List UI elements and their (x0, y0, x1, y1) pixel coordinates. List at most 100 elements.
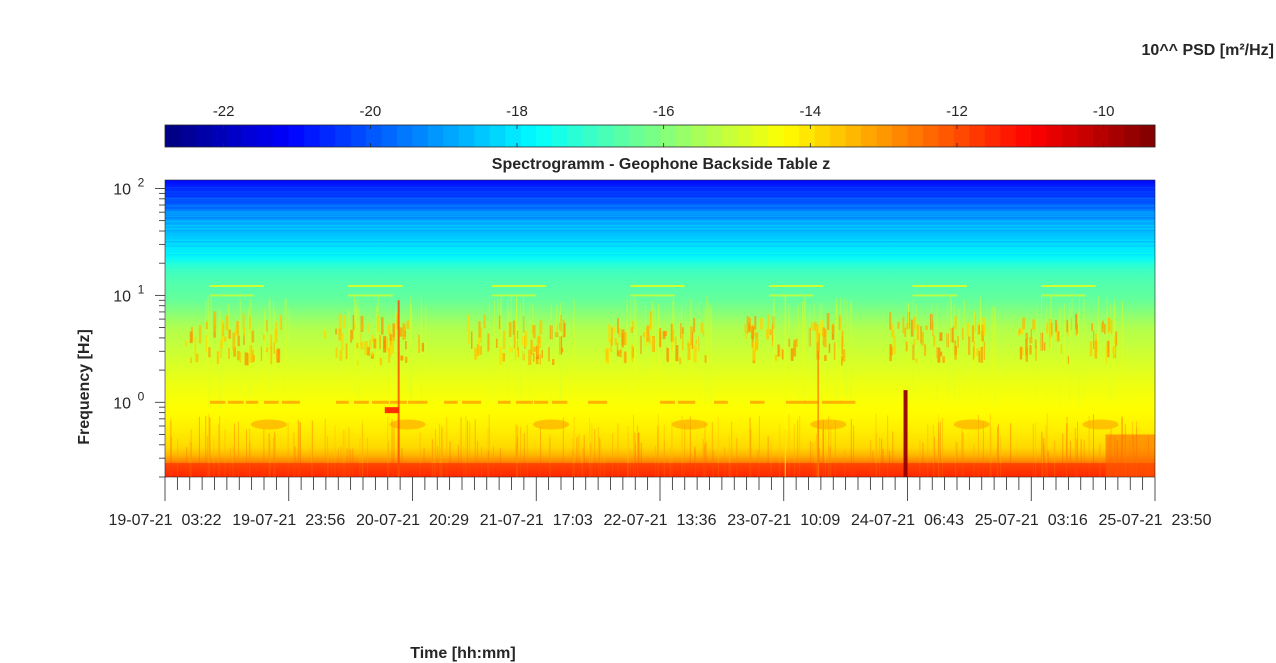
daytime-burst (355, 342, 359, 349)
daytime-burst (751, 326, 755, 340)
daytime-burst (516, 330, 519, 340)
daytime-burst (219, 339, 222, 358)
colorbar-cell (1015, 125, 1032, 147)
colorbar-cell (505, 125, 522, 147)
daytime-plume (1109, 304, 1111, 402)
daytime-burst (658, 327, 662, 347)
daytime-burst (793, 344, 796, 352)
low-freq-streak (870, 440, 872, 477)
low-freq-streak (434, 429, 436, 477)
low-freq-streak (961, 429, 963, 477)
daytime-burst (646, 325, 650, 342)
low-freq-streak (822, 418, 824, 477)
daytime-burst (915, 358, 918, 364)
low-freq-streak (797, 419, 799, 477)
low-freq-streak (334, 425, 336, 477)
daytime-burst (373, 338, 377, 349)
low-freq-streak (190, 442, 192, 477)
daytime-burst (782, 349, 784, 360)
daytime-burst (335, 347, 338, 358)
daytime-burst (536, 337, 540, 356)
daytime-plume (936, 303, 938, 400)
narrowband-line (912, 294, 957, 297)
daytime-burst (838, 315, 842, 330)
daytime-plume (1106, 297, 1108, 395)
daytime-burst (367, 347, 370, 356)
daytime-burst (1049, 334, 1051, 349)
daytime-plume (654, 307, 656, 405)
daytime-burst (549, 325, 553, 340)
daytime-burst (828, 343, 831, 353)
low-freq-streak (600, 439, 602, 477)
daytime-burst (772, 316, 775, 330)
daytime-plume (220, 311, 222, 409)
low-freq-streak (829, 446, 831, 477)
daytime-burst (1025, 332, 1028, 341)
one-hz-line (228, 400, 244, 404)
low-freq-streak (704, 422, 706, 477)
colorbar-cell (675, 125, 692, 147)
daytime-burst (528, 349, 532, 366)
low-freq-streak (703, 444, 705, 477)
one-hz-line (840, 400, 856, 404)
colorbar-label: 10^^ PSD [m²/Hz] (1142, 42, 1274, 59)
daytime-burst (221, 323, 225, 337)
daytime-plume (804, 295, 806, 393)
daytime-burst (535, 356, 539, 365)
low-freq-streak (1077, 421, 1079, 477)
daytime-burst (889, 344, 892, 362)
low-freq-streak (728, 435, 730, 477)
low-freq-streak (1041, 431, 1043, 477)
daytime-burst (671, 334, 673, 351)
low-freq-streak (612, 433, 614, 477)
low-freq-streak (937, 422, 939, 477)
daytime-burst (1070, 317, 1073, 331)
low-freq-streak (387, 441, 389, 477)
daytime-plume (849, 302, 851, 399)
low-freq-streak (268, 432, 270, 477)
daytime-plume (559, 302, 561, 400)
daytime-plume (950, 300, 952, 398)
daytime-burst (391, 339, 394, 354)
spectrogram-streaks (165, 180, 1155, 477)
low-freq-patch (810, 419, 847, 430)
daytime-burst (499, 346, 503, 365)
daytime-burst (681, 334, 684, 351)
noise-line (165, 212, 1155, 214)
daytime-burst (842, 349, 846, 362)
low-freq-streak (573, 416, 575, 477)
daytime-burst (377, 315, 380, 333)
low-freq-streak (481, 446, 483, 477)
noise-line (165, 243, 1155, 245)
daytime-plume (355, 309, 357, 407)
low-freq-streak (989, 414, 991, 477)
daytime-plume (907, 302, 909, 400)
daytime-burst (1060, 344, 1063, 354)
colorbar-cell (381, 125, 398, 147)
y-tick-exponent: 0 (138, 389, 145, 403)
daytime-plume (273, 300, 275, 398)
daytime-burst (611, 327, 613, 346)
x-tick-label: 21-07-21 17:03 (480, 512, 593, 529)
low-freq-streak (927, 424, 929, 477)
low-freq-streak (1062, 433, 1064, 477)
low-freq-streak (499, 448, 501, 477)
low-freq-streak (1083, 440, 1085, 477)
daytime-burst (841, 330, 844, 347)
daytime-plume (250, 299, 252, 397)
low-freq-streak (724, 447, 726, 477)
daytime-plume (529, 302, 531, 399)
one-hz-line (462, 400, 482, 404)
daytime-burst (233, 347, 237, 357)
daytime-burst (617, 318, 619, 334)
daytime-burst (1019, 346, 1023, 360)
colorbar-cell (644, 125, 661, 147)
daytime-burst (916, 324, 920, 341)
low-freq-streak (973, 444, 975, 477)
daytime-burst (621, 329, 625, 346)
low-freq-streak (711, 421, 713, 477)
daytime-burst (744, 324, 747, 333)
colorbar-cell (768, 125, 785, 147)
low-freq-streak (446, 417, 448, 477)
daytime-plume (912, 299, 914, 396)
